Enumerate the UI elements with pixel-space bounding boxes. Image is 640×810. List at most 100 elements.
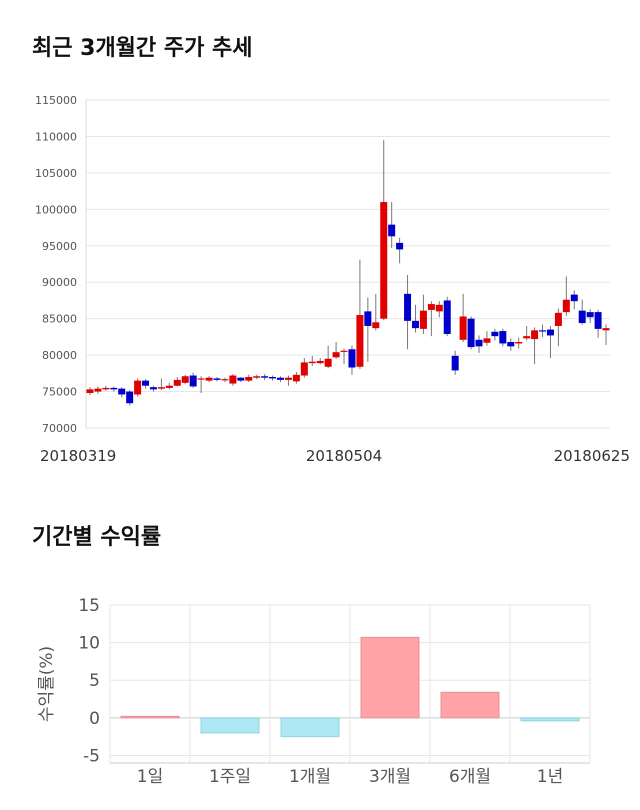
price-chart-title: 최근 3개월간 주가 추세 [32,36,253,61]
candle-body [602,328,610,331]
category-label: 3개월 [369,767,411,787]
candle-body [427,304,435,310]
candle-body [205,377,213,381]
candle-body [356,315,364,367]
candle-body [213,378,221,380]
return-bar [200,717,260,734]
y-tick-label: 100000 [35,203,77,216]
candle-body [189,375,197,387]
return-bar [120,715,180,719]
candle-body [340,350,348,352]
candle-body [578,310,586,324]
candle-body [181,376,189,383]
candle-body [332,352,340,358]
y-tick-label: 110000 [35,130,77,143]
x-tick-label: 20180625 [554,447,630,465]
candle-body [261,376,269,378]
candle-body [507,341,515,347]
candle-body [86,389,94,394]
candle-body [570,294,578,302]
candle-body [142,380,150,386]
return-bar [440,691,500,719]
y-tick-label: 90000 [42,276,77,289]
candle-body [459,316,467,340]
candle-body [419,310,427,329]
candle-body [435,304,443,312]
y-tick-label: 75000 [42,386,77,399]
candle-body [134,380,142,395]
y-tick-label: 70000 [42,422,77,435]
candle-body [284,377,292,380]
category-label: 1개월 [289,767,331,787]
candle-body [173,379,181,386]
candle-body [94,388,102,392]
candle-body [483,338,491,343]
x-tick-label: 20180504 [306,447,382,465]
candle-body [467,318,475,348]
category-label: 1년 [537,767,563,787]
candle-body [126,391,134,404]
candle-body [372,322,380,329]
candle-body [396,242,404,250]
category-label: 1일 [137,767,163,787]
candle-body [316,360,324,364]
candle-body [594,312,602,329]
y-tick-label: 15 [78,596,100,616]
candle-body [380,202,388,319]
candle-body [364,311,372,326]
candle-body [237,377,245,381]
candle-body [308,361,316,364]
candle-body [539,330,547,332]
return-bar [360,636,420,719]
candle-body [562,299,570,313]
candle-body [229,375,237,384]
candle-body [443,300,451,334]
candle-body [554,312,562,326]
returns-chart-title: 기간별 수익률 [32,525,162,550]
candle-body [149,387,157,390]
category-label: 6개월 [449,767,491,787]
candle-body [546,329,554,336]
candle-body [221,379,229,381]
candle-body [197,378,205,380]
candle-body [523,336,531,339]
y-tick-label: 5 [89,671,100,691]
y-tick-label: 105000 [35,167,77,180]
candle-body [388,224,396,237]
candle-body [348,349,356,368]
category-label: 1주일 [209,767,251,787]
candle-body [245,376,253,381]
candle-body [411,320,419,329]
candle-body [165,385,173,388]
candle-body [253,376,261,378]
candle-body [451,355,459,371]
return-bar [520,717,580,722]
y-tick-label: 0 [89,709,100,729]
candle-body [277,377,285,380]
candle-body [118,388,126,395]
candle-body [531,330,539,340]
candle-body [324,358,332,367]
y-axis-label: 수익률(%) [37,646,57,722]
y-tick-label: 95000 [42,240,77,253]
candle-body [269,376,277,379]
candle-body [157,387,165,389]
candle-body [586,312,594,318]
price-candlestick-chart: 70000 75000 80000 85000 90000 95000 100000 1050… [35,94,630,465]
candle-body [515,341,523,344]
candle-body [499,331,507,344]
candle-body [404,293,412,321]
candle-body [292,374,300,382]
candle-body [475,339,483,347]
x-tick-label: 20180319 [40,447,116,465]
candle-body [110,387,118,390]
candle-body [491,331,499,337]
candle-body [102,387,110,390]
y-tick-label: 10 [78,634,100,654]
candle-body [300,362,308,376]
y-tick-label: 80000 [42,349,77,362]
y-tick-label: -5 [83,746,100,766]
y-tick-label: 115000 [35,94,77,107]
y-tick-label: 85000 [42,313,77,326]
